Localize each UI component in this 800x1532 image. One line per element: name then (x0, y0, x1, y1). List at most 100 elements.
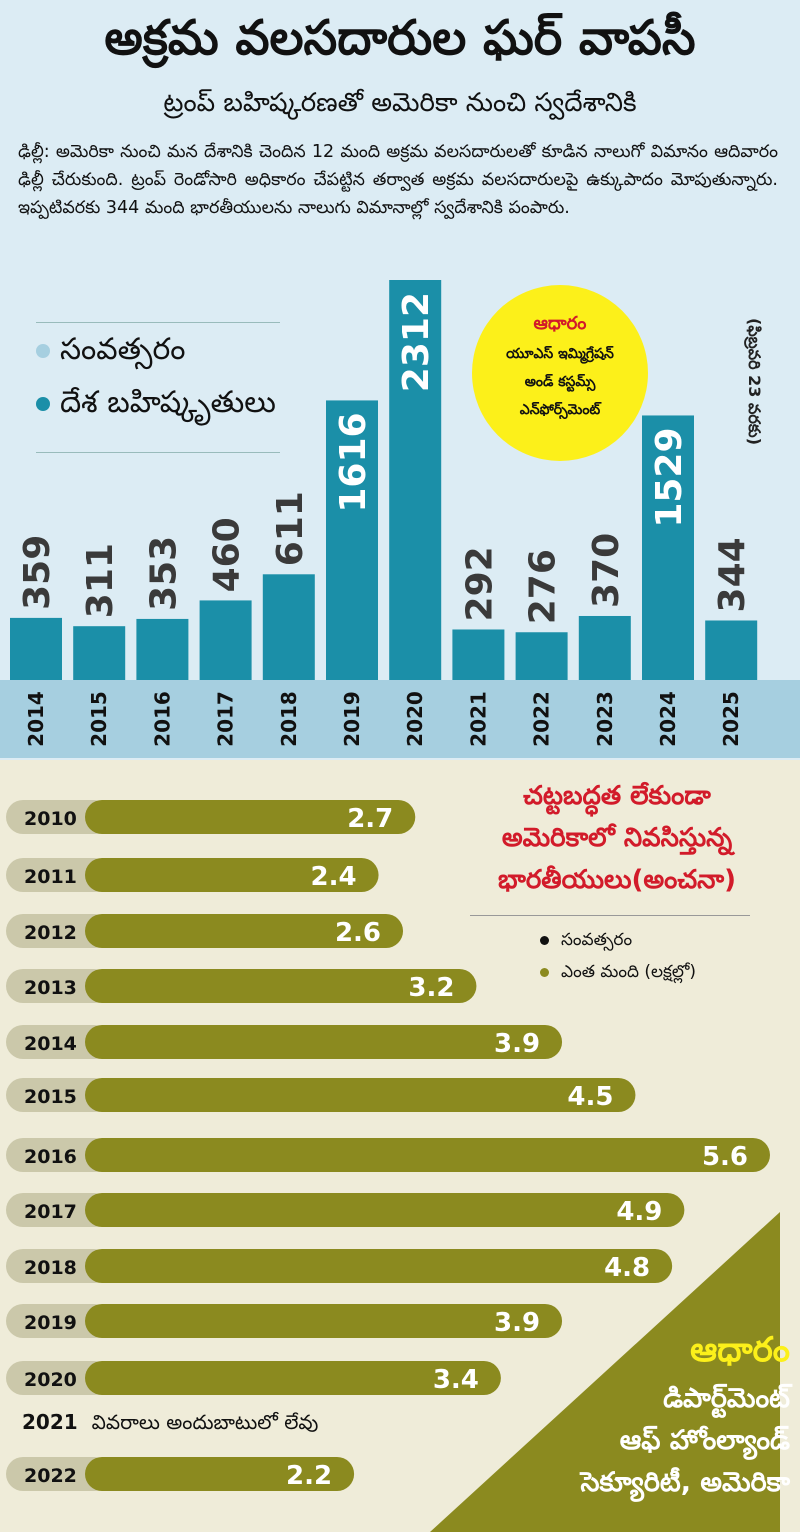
source-label: ఆధారం (533, 313, 587, 334)
year-label: 2023 (593, 691, 617, 747)
year-label: 2014 (24, 691, 48, 747)
year-label: 2010 (24, 808, 77, 830)
value-label: 1616 (333, 412, 374, 512)
year-label: 2014 (24, 1033, 77, 1055)
year-label: 2017 (24, 1201, 77, 1223)
year-pill (6, 969, 111, 1003)
no-data-row: 2021 వివరాలు అందుబాటులో లేవు (22, 1410, 318, 1439)
year-pill (6, 1304, 111, 1338)
year-label: 2025 (719, 691, 743, 747)
bar (578, 615, 631, 680)
value-label: 4.9 (616, 1197, 662, 1227)
chart2-title-line: అమెరికాలో నివసిస్తున్న (501, 823, 733, 853)
year-pill (6, 858, 111, 892)
source-backdrop (430, 1212, 780, 1532)
chart2-title-line: భారతీయులు(అంచనా) (497, 865, 736, 895)
year-pill (6, 1361, 111, 1395)
bar (85, 1361, 501, 1395)
year-label: 2020 (403, 691, 427, 747)
legend-value-dot (36, 396, 50, 411)
year-label: 2012 (24, 922, 77, 944)
bar (85, 1249, 673, 1283)
chart2-legend-year-label: సంవత్సరం (561, 930, 633, 950)
year-label: 2015 (87, 691, 111, 747)
year-label: 2019 (340, 691, 364, 747)
chart2-source-line: సెక్యూరిటీ, అమెరికా (580, 1467, 790, 1498)
year-label: 2018 (277, 691, 301, 747)
bar (85, 1304, 563, 1338)
bar (389, 280, 442, 680)
year-label: 2016 (150, 691, 174, 747)
year-label: 2017 (214, 691, 238, 747)
value-label: 611 (270, 491, 311, 566)
chart2-divider (470, 915, 750, 916)
page-subtitle: ట్రంప్ బహిష్కరణతో అమెరికా నుంచి స్వదేశాన… (163, 88, 637, 118)
value-label: 2.2 (286, 1461, 332, 1491)
chart2-legend-value-label: ఎంత మంది (లక్షల్లో) (561, 962, 697, 982)
value-label: 2.6 (335, 918, 381, 948)
year-label: 2016 (24, 1146, 77, 1168)
value-label: 3.9 (494, 1308, 540, 1338)
source-line: ఎన్‌ఫోర్స్‌మెంట్ (519, 402, 601, 418)
value-label: 1529 (649, 427, 690, 527)
value-label: 344 (712, 537, 753, 612)
year-label: 2020 (24, 1369, 77, 1391)
year-pill (6, 800, 111, 834)
year-pill (6, 1457, 111, 1491)
chart2-legend-value: ఎంత మంది (లక్షల్లో) (540, 962, 696, 986)
year-pill (6, 1138, 111, 1172)
value-label: 2.7 (347, 804, 393, 834)
year-label: 2024 (656, 691, 680, 747)
value-label: 3.9 (494, 1029, 540, 1059)
legend-year-label: సంవత్సరం (60, 332, 186, 367)
chart2-title: చట్టబద్ధత లేకుండా అమెరికాలో నివసిస్తున్న… (452, 775, 782, 901)
bar (85, 1025, 563, 1059)
chart2-legend-year: సంవత్సరం (540, 930, 632, 954)
value-label: 353 (143, 536, 184, 611)
deportation-bar-chart: 2014 359 2015 311 2016 353 2017 460 2018 611 2019 1… (0, 280, 800, 758)
year-label: 2022 (24, 1465, 77, 1487)
value-label: 2312 (396, 292, 437, 392)
value-label: 460 (207, 517, 248, 592)
bar (642, 415, 694, 680)
value-label: 359 (17, 535, 58, 610)
news-body: ఢిల్లీ: అమెరికా నుంచి మన దేశానికి చెందిన… (18, 142, 778, 218)
year-pill (6, 914, 111, 948)
bar (85, 914, 404, 948)
bar (85, 1193, 685, 1227)
page-title: అక్రమ వలసదారుల ఘర్ వాపసీ (104, 10, 696, 66)
year-pill (6, 1249, 111, 1283)
bar (705, 620, 758, 680)
year-label: 2013 (24, 977, 77, 999)
legend-year: సంవత్సరం (36, 332, 186, 374)
legend-divider (36, 322, 280, 323)
illegal-residents-bar-chart: 2010 2.7 2011 2.4 2012 2.6 2013 3.2 2014 3.9 2015 4… (6, 800, 780, 1532)
value-label: 2.4 (311, 862, 357, 892)
year-label: 2018 (24, 1257, 77, 1279)
source-line: అండ్ కస్టమ్స్ (524, 374, 596, 390)
value-label: 3.2 (408, 973, 454, 1003)
chart2-source-line: డిపార్ట్‌మెంట్ (663, 1383, 790, 1414)
bar (85, 1138, 770, 1172)
year-strip (0, 680, 800, 758)
year-pill (6, 1025, 111, 1059)
no-data-text: వివరాలు అందుబాటులో లేవు (91, 1410, 319, 1434)
bar (73, 626, 126, 680)
no-data-year: 2021 (22, 1410, 78, 1434)
bar (85, 1078, 636, 1112)
legend-value-label: దేశ బహిష్కృతులు (60, 385, 276, 420)
bar (136, 618, 189, 680)
legend-year-dot (36, 343, 50, 358)
bar (515, 632, 568, 680)
bar (262, 574, 315, 680)
chart2-legend-value-dot (540, 967, 549, 977)
chart2-legend-year-dot (540, 935, 549, 945)
chart2-title-line: చట్టబద్ధత లేకుండా (523, 781, 711, 811)
value-label: 5.6 (702, 1142, 748, 1172)
value-label: 276 (523, 549, 564, 624)
year-pill (6, 1193, 111, 1227)
year-label: 2011 (24, 866, 77, 888)
value-label: 4.5 (567, 1082, 613, 1112)
year-label: 2021 (466, 691, 490, 747)
value-label: 4.8 (604, 1253, 650, 1283)
